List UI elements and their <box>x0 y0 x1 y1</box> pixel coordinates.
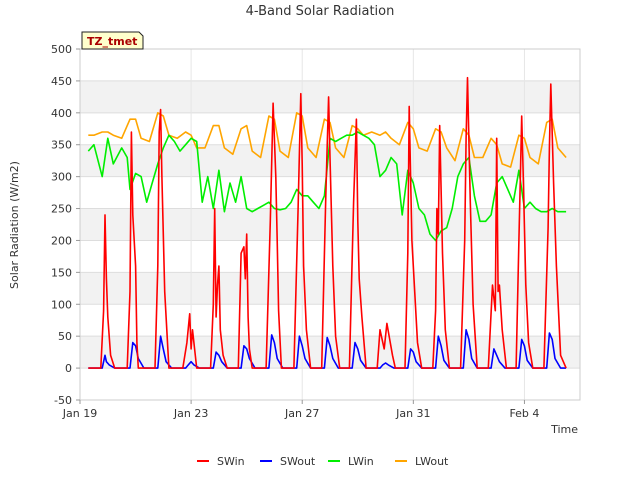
x-tick-label: Jan 27 <box>284 407 319 420</box>
x-axis-label: Time <box>550 423 578 436</box>
y-tick-label: 400 <box>51 107 72 120</box>
legend-label-swin: SWin <box>217 455 245 468</box>
y-tick-label: 150 <box>51 266 72 279</box>
chart-title: 4-Band Solar Radiation <box>246 4 395 19</box>
y-tick-label: 300 <box>51 171 72 184</box>
x-axis-ticks: Jan 19 Jan 23 Jan 27 Jan 31 Feb 4 <box>62 400 539 420</box>
y-axis-ticks: -50 0 50 100 150 200 250 300 350 400 450 500 <box>51 43 80 407</box>
y-tick-label: 350 <box>51 139 72 152</box>
annotation-tag-shape <box>81 31 144 50</box>
y-tick-label: -50 <box>54 394 72 407</box>
y-tick-label: 200 <box>51 234 72 247</box>
series-line-swin <box>88 76 567 369</box>
x-tick-label: Feb 4 <box>509 407 539 420</box>
legend-label-swout: SWout <box>280 455 316 468</box>
plot-band <box>80 208 580 241</box>
plot-frame <box>79 48 581 401</box>
legend: SWin SWout LWin LWout <box>197 455 449 468</box>
annotation-label: TZ_tmet <box>87 35 137 48</box>
y-tick-label: 450 <box>51 75 72 88</box>
series-layer <box>87 76 567 369</box>
y-tick-label: 500 <box>51 43 72 56</box>
legend-label-lwout: LWout <box>415 455 449 468</box>
x-tick-label: Jan 31 <box>395 407 430 420</box>
annotation-box: TZ_tmet <box>81 31 144 50</box>
plot-band <box>80 80 580 113</box>
x-tick-label: Jan 19 <box>62 407 97 420</box>
y-axis-label: Solar Radiation (W/m2) <box>8 161 21 289</box>
x-tick-label: Jan 23 <box>173 407 208 420</box>
plot-band <box>80 272 580 305</box>
y-tick-label: 100 <box>51 298 72 311</box>
y-tick-label: 250 <box>51 203 72 216</box>
y-tick-label: 0 <box>65 362 72 375</box>
y-tick-label: 50 <box>58 330 72 343</box>
legend-label-lwin: LWin <box>348 455 374 468</box>
